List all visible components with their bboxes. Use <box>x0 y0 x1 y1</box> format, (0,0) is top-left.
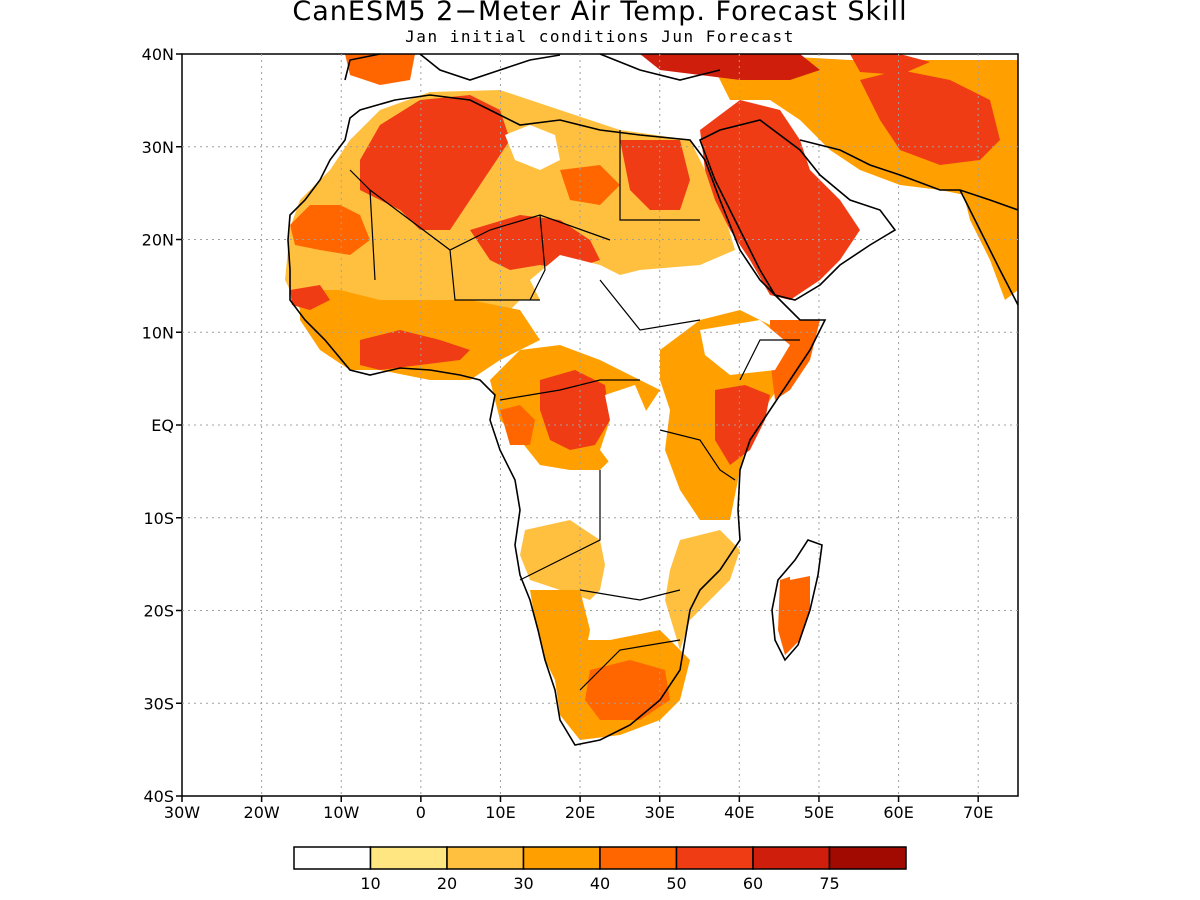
africa-coastline <box>287 94 827 746</box>
skill-area-southafrica-red <box>585 660 670 720</box>
colorbar-swatch <box>752 846 831 870</box>
colorbar-label: 30 <box>513 874 533 893</box>
colorbar-swatch <box>369 846 448 870</box>
persian-gulf-coastline <box>799 139 1019 211</box>
colorbar-swatch <box>599 846 678 870</box>
skill-area-senegal-red <box>290 285 330 310</box>
chart-title: CanESM5 2−Meter Air Temp. Forecast Skill <box>292 0 908 27</box>
lon-tick-label: 20W <box>244 803 280 822</box>
colorbar-label: 50 <box>666 874 686 893</box>
skill-area-sahara-white <box>505 125 560 170</box>
skill-area-iberia-orange <box>345 54 415 85</box>
lat-tick-label: 40N <box>142 45 174 64</box>
colorbar-swatch <box>446 846 525 870</box>
colorbar-swatch <box>293 846 372 870</box>
lat-tick-label: 30S <box>143 694 174 713</box>
colorbar-swatch <box>522 846 601 870</box>
skill-area-kenya-red <box>715 385 770 465</box>
skill-area-madagascar-white <box>790 540 820 580</box>
colorbar-label: 10 <box>360 874 380 893</box>
colorbar-label: 20 <box>437 874 457 893</box>
lat-tick-label: EQ <box>151 416 174 435</box>
lon-tick-label: 50E <box>804 803 834 822</box>
skill-area-chad-red <box>470 215 600 270</box>
colorbar-swatch <box>675 846 754 870</box>
country-borders <box>349 130 800 691</box>
map-gridlines <box>182 54 1018 796</box>
skill-area-arabia-red <box>700 100 860 300</box>
lon-tick-label: 10E <box>485 803 515 822</box>
skill-shading <box>285 54 1018 740</box>
europe-coastline <box>344 53 721 81</box>
colorbar-swatch <box>828 846 907 870</box>
lat-tick-label: 20N <box>142 231 174 250</box>
lon-tick-label: 0 <box>416 803 426 822</box>
latitude-labels: 40N 30N 20N 10N EQ 10S 20S 30S 40S <box>142 45 182 806</box>
arabia-coastline <box>698 119 897 301</box>
lat-tick-label: 30N <box>142 138 174 157</box>
skill-area-india-orange <box>960 170 1018 300</box>
skill-area-madagascar-orange <box>778 570 810 655</box>
skill-area-iran-red <box>860 70 1000 165</box>
skill-area-libya-orange <box>560 165 620 205</box>
skill-area-mozambique-orange <box>665 530 740 650</box>
skill-area-egypt-red <box>620 140 690 210</box>
madagascar-coastline <box>771 539 823 662</box>
colorbar-label: 75 <box>819 874 839 893</box>
lat-tick-label: 10S <box>143 509 174 528</box>
skill-area-mauritania-red <box>290 205 370 255</box>
colorbar-label: 40 <box>590 874 610 893</box>
skill-area-caucasus-red <box>850 54 930 75</box>
skill-area-angola-orange <box>520 520 610 600</box>
skill-area-turkey-darkred <box>640 54 820 80</box>
lon-tick-label: 60E <box>883 803 913 822</box>
lat-tick-label: 40S <box>143 787 174 806</box>
lon-tick-label: 30W <box>164 803 200 822</box>
lon-tick-label: 20E <box>565 803 595 822</box>
lat-tick-label: 10N <box>142 323 174 342</box>
lon-tick-label: 30E <box>644 803 674 822</box>
skill-area-congo-white <box>600 385 650 470</box>
skill-area-guinea-coast-red <box>360 330 470 370</box>
skill-area-zambia-white <box>600 540 660 600</box>
colorbar-label: 60 <box>743 874 763 893</box>
skill-area-gabon-red <box>500 405 535 445</box>
lon-tick-label: 40E <box>724 803 754 822</box>
lon-tick-label: 10W <box>323 803 359 822</box>
skill-area-ethiopia-white <box>700 320 790 375</box>
lat-tick-label: 20S <box>143 602 174 621</box>
lon-tick-label: 70E <box>963 803 993 822</box>
india-coastline <box>959 189 1019 306</box>
longitude-labels: 30W 20W 10W 0 10E 20E 30E 40E 50E 60E 70E <box>164 796 993 822</box>
skill-area-west-sahara-red <box>360 95 510 230</box>
coastlines <box>287 53 1019 746</box>
colorbar: 10 20 30 40 50 60 75 <box>293 846 907 893</box>
chart-subtitle: Jan initial conditions Jun Forecast <box>405 27 795 46</box>
